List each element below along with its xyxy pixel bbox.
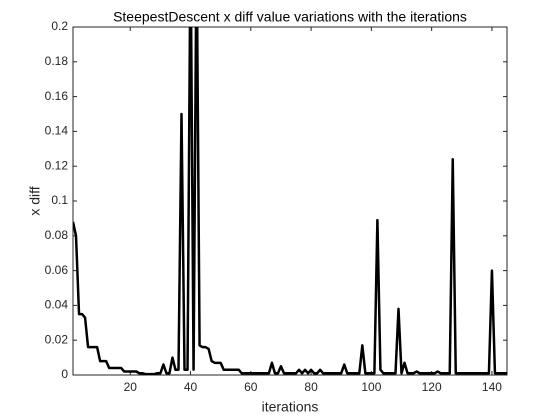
x-tick-label: 40	[184, 380, 198, 394]
y-tick-label: 0.12	[45, 158, 69, 172]
plot-area	[72, 26, 508, 376]
y-tick-label: 0.02	[45, 332, 69, 346]
y-tick-label: 0.08	[45, 228, 69, 242]
y-tick-label: 0.2	[51, 19, 68, 33]
y-tick-label: 0.18	[45, 54, 69, 68]
x-tick-label: 140	[482, 380, 502, 394]
x-tick-label: 60	[244, 380, 258, 394]
y-tick-label: 0.16	[45, 89, 69, 103]
y-axis-label: x diff	[27, 186, 43, 215]
y-tick-label: 0	[61, 367, 68, 381]
x-axis-label: iterations	[262, 399, 319, 415]
chart-title: SteepestDescent x diff value variations …	[113, 9, 467, 25]
y-tick-label: 0.1	[51, 193, 68, 207]
y-tick-label: 0.04	[45, 298, 69, 312]
data-line	[73, 27, 507, 375]
y-tick-label: 0.14	[45, 124, 69, 138]
x-tick-label: 100	[361, 380, 381, 394]
x-tick-label: 120	[422, 380, 442, 394]
y-tick-label: 0.06	[45, 263, 69, 277]
x-tick-label: 20	[124, 380, 138, 394]
x-tick-label: 80	[304, 380, 318, 394]
